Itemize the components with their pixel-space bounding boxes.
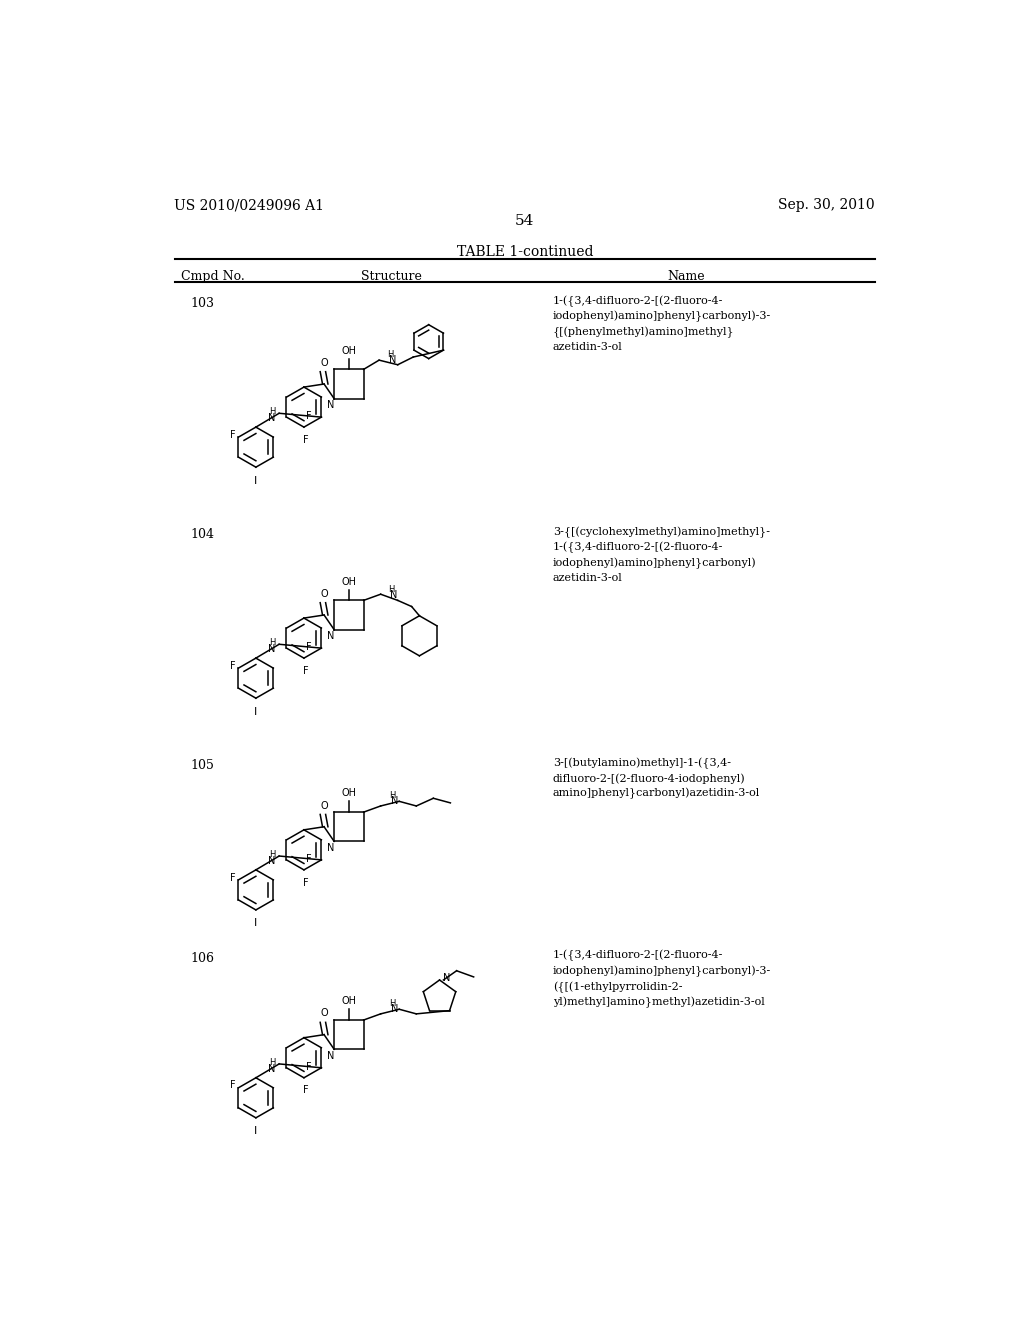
Text: F: F xyxy=(230,873,236,883)
Text: N: N xyxy=(268,644,275,653)
Text: I: I xyxy=(254,475,257,486)
Text: H: H xyxy=(269,1057,275,1067)
Text: OH: OH xyxy=(341,788,356,799)
Text: TABLE 1-continued: TABLE 1-continued xyxy=(457,244,593,259)
Text: 105: 105 xyxy=(190,759,214,772)
Text: 3-[(butylamino)methyl]-1-({3,4-
difluoro-2-[(2-fluoro-4-iodophenyl)
amino]phenyl: 3-[(butylamino)methyl]-1-({3,4- difluoro… xyxy=(553,758,760,800)
Text: O: O xyxy=(321,589,328,599)
Text: F: F xyxy=(306,854,311,865)
Text: H: H xyxy=(269,639,275,647)
Text: O: O xyxy=(321,1008,328,1019)
Text: Cmpd No.: Cmpd No. xyxy=(181,271,245,282)
Text: F: F xyxy=(303,665,308,676)
Text: I: I xyxy=(254,919,257,928)
Text: I: I xyxy=(254,1126,257,1137)
Text: 104: 104 xyxy=(190,528,214,541)
Text: 106: 106 xyxy=(190,952,214,965)
Text: N: N xyxy=(327,400,334,411)
Text: I: I xyxy=(254,706,257,717)
Text: N: N xyxy=(327,631,334,642)
Text: N: N xyxy=(390,590,397,601)
Text: N: N xyxy=(327,843,334,853)
Text: F: F xyxy=(230,661,236,671)
Text: H: H xyxy=(388,585,394,594)
Text: 1-({3,4-difluoro-2-[(2-fluoro-4-
iodophenyl)amino]phenyl}carbonyl)-3-
{[(phenylm: 1-({3,4-difluoro-2-[(2-fluoro-4- iodophe… xyxy=(553,296,771,352)
Text: F: F xyxy=(306,643,311,652)
Text: N: N xyxy=(391,796,398,807)
Text: F: F xyxy=(303,1085,308,1096)
Text: N: N xyxy=(391,1005,398,1014)
Text: N: N xyxy=(268,855,275,866)
Text: F: F xyxy=(306,1063,311,1072)
Text: H: H xyxy=(389,792,395,800)
Text: Structure: Structure xyxy=(361,271,422,282)
Text: 3-{[(cyclohexylmethyl)amino]methyl}-
1-({3,4-difluoro-2-[(2-fluoro-4-
iodophenyl: 3-{[(cyclohexylmethyl)amino]methyl}- 1-(… xyxy=(553,527,770,583)
Text: F: F xyxy=(230,1081,236,1090)
Text: 1-({3,4-difluoro-2-[(2-fluoro-4-
iodophenyl)amino]phenyl}carbonyl)-3-
({[(1-ethy: 1-({3,4-difluoro-2-[(2-fluoro-4- iodophe… xyxy=(553,950,771,1008)
Text: 54: 54 xyxy=(515,214,535,228)
Text: O: O xyxy=(321,358,328,368)
Text: H: H xyxy=(269,408,275,416)
Text: OH: OH xyxy=(341,997,356,1006)
Text: H: H xyxy=(269,850,275,859)
Text: N: N xyxy=(327,1051,334,1061)
Text: N: N xyxy=(268,1064,275,1073)
Text: Sep. 30, 2010: Sep. 30, 2010 xyxy=(778,198,876,213)
Text: O: O xyxy=(321,801,328,810)
Text: H: H xyxy=(389,999,395,1008)
Text: F: F xyxy=(306,412,311,421)
Text: US 2010/0249096 A1: US 2010/0249096 A1 xyxy=(174,198,325,213)
Text: N: N xyxy=(389,355,396,366)
Text: F: F xyxy=(303,434,308,445)
Text: H: H xyxy=(387,350,394,359)
Text: F: F xyxy=(303,878,308,887)
Text: OH: OH xyxy=(341,346,356,355)
Text: F: F xyxy=(230,430,236,440)
Text: OH: OH xyxy=(341,577,356,586)
Text: N: N xyxy=(268,413,275,422)
Text: N: N xyxy=(443,973,451,983)
Text: Name: Name xyxy=(668,271,705,282)
Text: 103: 103 xyxy=(190,297,214,310)
